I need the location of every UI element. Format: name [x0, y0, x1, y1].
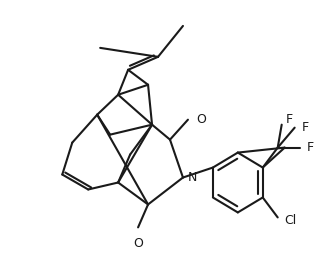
- Text: O: O: [133, 237, 143, 250]
- Text: F: F: [286, 113, 293, 126]
- Text: F: F: [302, 121, 309, 134]
- Text: F: F: [307, 141, 314, 154]
- Text: N: N: [188, 171, 197, 184]
- Text: Cl: Cl: [285, 214, 297, 227]
- Text: O: O: [196, 113, 206, 126]
